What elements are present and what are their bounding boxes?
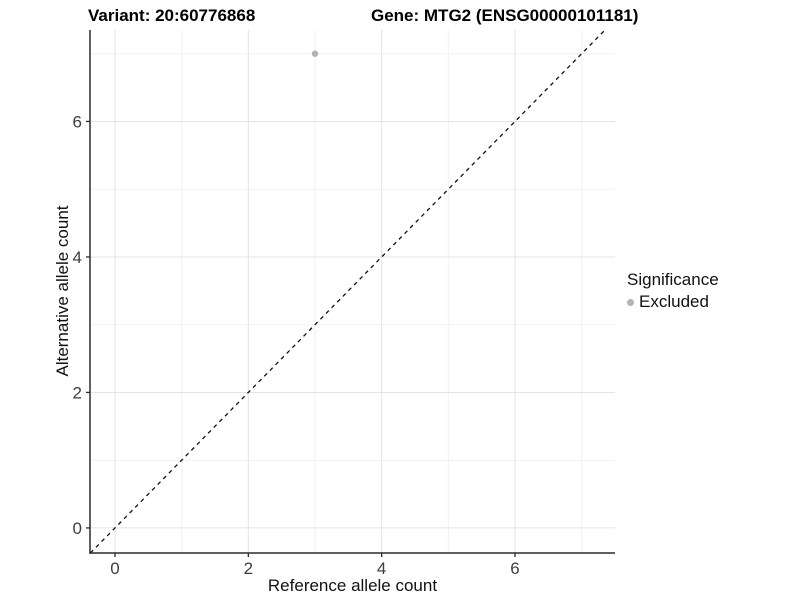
legend-title: Significance <box>627 270 719 289</box>
x-tick-label: 0 <box>110 559 119 578</box>
plot-title-gene: Gene: MTG2 (ENSG00000101181) <box>371 6 639 25</box>
legend: Significance Excluded <box>627 270 719 312</box>
excluded-point-icon <box>627 298 634 306</box>
x-axis-title: Reference allele count <box>267 576 438 595</box>
plot-title-variant: Variant: 20:60776868 <box>88 6 256 25</box>
x-tick-label: 2 <box>244 559 253 578</box>
x-tick-label: 4 <box>377 559 386 578</box>
legend-entry-excluded: Excluded <box>627 292 719 312</box>
y-tick-label: 0 <box>73 519 82 538</box>
y-tick-label: 6 <box>73 112 82 131</box>
identity-reference-line <box>89 29 606 554</box>
data-point <box>311 50 319 57</box>
y-tick-label: 2 <box>73 383 82 402</box>
y-axis-title: Alternative allele count <box>53 205 72 377</box>
x-tick-label: 6 <box>510 559 519 578</box>
legend-entry-label: Excluded <box>639 292 709 311</box>
y-tick-label: 4 <box>73 248 82 267</box>
